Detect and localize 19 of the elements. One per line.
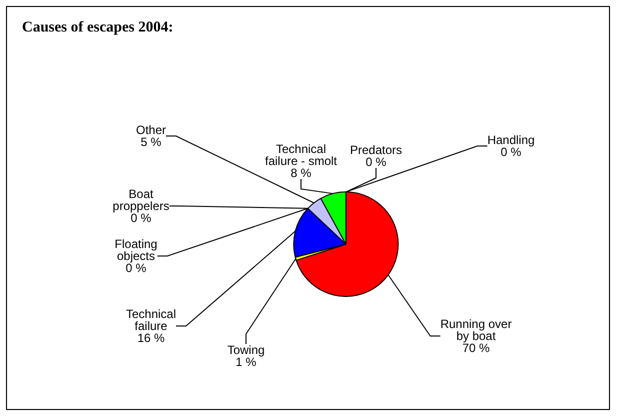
data-label: 5 % [140, 135, 162, 149]
category-label: Predators [350, 143, 402, 157]
slice-label: Other [136, 123, 166, 137]
category-label: Floating objects [114, 237, 158, 263]
data-label: 16 % [137, 331, 165, 345]
slice-label: Technical failure - smolt [264, 142, 338, 168]
slice-label: Towing [227, 343, 265, 357]
chart-title: Causes of escapes 2004: [22, 20, 174, 36]
category-label: Handling [487, 133, 535, 147]
data-label: 1 % [236, 355, 257, 369]
data-label: 8 % [290, 166, 312, 180]
slice-label: Technical failure [126, 307, 176, 333]
text: 0 % [130, 211, 152, 225]
data-label: 70 % [462, 341, 490, 355]
text: 0 % [366, 155, 386, 169]
text: 0 % [126, 261, 146, 275]
text: 0 % [500, 145, 522, 159]
category-label: Boat proppelers [112, 187, 170, 213]
slice-label: Running over by boat [440, 317, 512, 343]
